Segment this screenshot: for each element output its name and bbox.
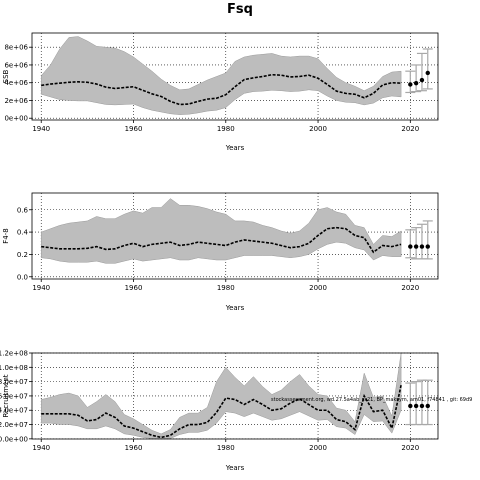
forecast-point [425,244,430,249]
y-axis-label: SSB [2,69,10,83]
x-tick-label: 2020 [401,284,419,292]
y-tick-label: 8e+06 [4,44,28,52]
x-axis-label: Years [225,304,245,312]
recruitment-panel: 1940 1960 1980 2000 2020 0.0e+00 2.0e+07 4.0e+0… [0,350,472,473]
y-tick-label: 0.6 [17,206,29,214]
forecast-point [419,403,425,409]
f-panel: 1940 1960 1980 2000 2020 0.0 0.2 0.4 0.6 Years F4-… [2,192,439,312]
confidence-band [40,36,402,115]
y-tick-label: 2.0e+07 [0,421,28,429]
x-tick-label: 2000 [309,284,327,292]
confidence-band [40,198,402,264]
y-tick-label: 4.0e+07 [0,407,28,415]
x-axis-label: Years [225,144,245,152]
x-tick-label: 2020 [401,444,419,452]
median-line [41,226,402,254]
y-axis-label: F4-8 [2,228,10,243]
x-tick-label: 1940 [32,125,50,133]
ssb-panel: 1940 1960 1980 2000 2020 0e+00 2e+06 4e+06 6e+06… [2,32,439,152]
x-tick-label: 1960 [125,125,143,133]
x-tick-label: 2000 [309,444,327,452]
forecast-point [408,82,413,87]
median-line [41,73,402,106]
y-tick-label: 2e+06 [4,97,28,105]
figure-title: Fsq [227,2,253,17]
x-tick-label: 1960 [125,284,143,292]
x-tick-label: 2000 [309,125,327,133]
forecast-point [408,403,413,409]
y-tick-label: 0e+00 [4,115,28,123]
x-tick-label: 1940 [32,444,50,452]
forecast-point [419,77,425,83]
plot-frame [31,192,439,280]
x-tick-label: 1940 [32,284,50,292]
confidence-band [40,352,402,439]
x-axis-label: Years [225,464,245,472]
y-tick-label: 6.0e+07 [0,392,28,400]
forecast-point [413,80,419,86]
y-tick-label: 8.0e+07 [0,378,28,386]
forecast-point [419,244,425,249]
forecast-point [413,403,419,409]
x-tick-label: 1980 [217,444,235,452]
y-tick-label: 1.2e+08 [0,350,28,358]
forecast-point [413,244,419,249]
y-tick-label: 1.0e+08 [0,364,28,372]
x-tick-label: 2020 [401,125,419,133]
y-tick-label: 0.4 [17,229,29,237]
x-tick-label: 1980 [217,125,235,133]
forecast-point [408,244,413,249]
y-tick-label: 0.2 [17,251,28,259]
forecast-point [425,70,430,76]
annotation-text: stockassessment.org, wd.27.5a4ab_ss21, B… [271,397,472,403]
x-tick-label: 1980 [217,284,235,292]
y-axis-label: Recruitment [2,374,10,417]
x-tick-label: 1960 [125,444,143,452]
forecast-point [425,403,430,409]
plot-frame [31,32,439,121]
y-tick-label: 4e+06 [4,79,28,87]
y-tick-label: 6e+06 [4,61,28,69]
y-tick-label: 0.0e+00 [0,435,28,443]
y-tick-label: 0.0 [17,273,28,281]
